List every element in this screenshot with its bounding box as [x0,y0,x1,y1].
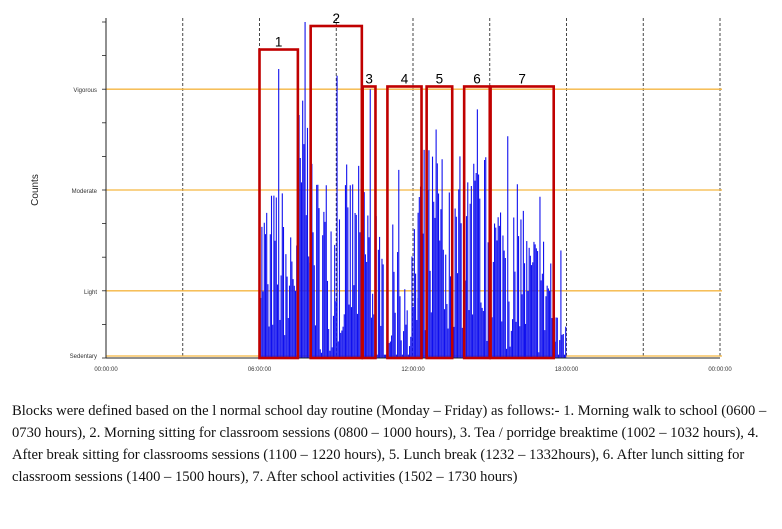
block-label: 2 [332,11,340,26]
y-axis-title: Counts [30,174,41,206]
x-tick-label: 18:00:00 [555,367,579,373]
block-label: 3 [365,71,373,86]
axis-labels: 00:00:00 06:00:00 12:00:00 18:00:00 00:00:00… [30,88,732,373]
routine-block [361,85,377,360]
x-tick-label: 00:00:00 [708,367,732,373]
activity-series [258,22,567,358]
x-tick-label: 12:00:00 [401,367,425,373]
x-tick-label: 00:00:00 [94,367,118,373]
gridlines [105,18,721,358]
figure-caption: Blocks were defined based on the l norma… [12,403,767,485]
block-label: 4 [401,71,409,86]
block-label: 7 [518,71,526,86]
block-label: 6 [473,71,481,86]
routine-block [258,48,300,360]
routine-block [425,85,454,360]
block-label: 1 [275,35,283,50]
routine-blocks: 1 2 3 4 5 6 7 [258,11,556,360]
routine-block [489,85,556,360]
routine-block [386,85,423,360]
y-level-label: Moderate [72,189,98,195]
y-level-label: Vigorous [73,88,97,94]
axes [102,18,720,359]
activity-chart: 1 2 3 4 5 6 7 00:00:00 06:00:00 12:00:00 18:00:00… [30,11,732,373]
y-level-label: Light [84,290,97,296]
x-tick-label: 06:00:00 [248,367,272,373]
y-level-label: Sedentary [70,354,97,360]
block-label: 5 [436,71,444,86]
